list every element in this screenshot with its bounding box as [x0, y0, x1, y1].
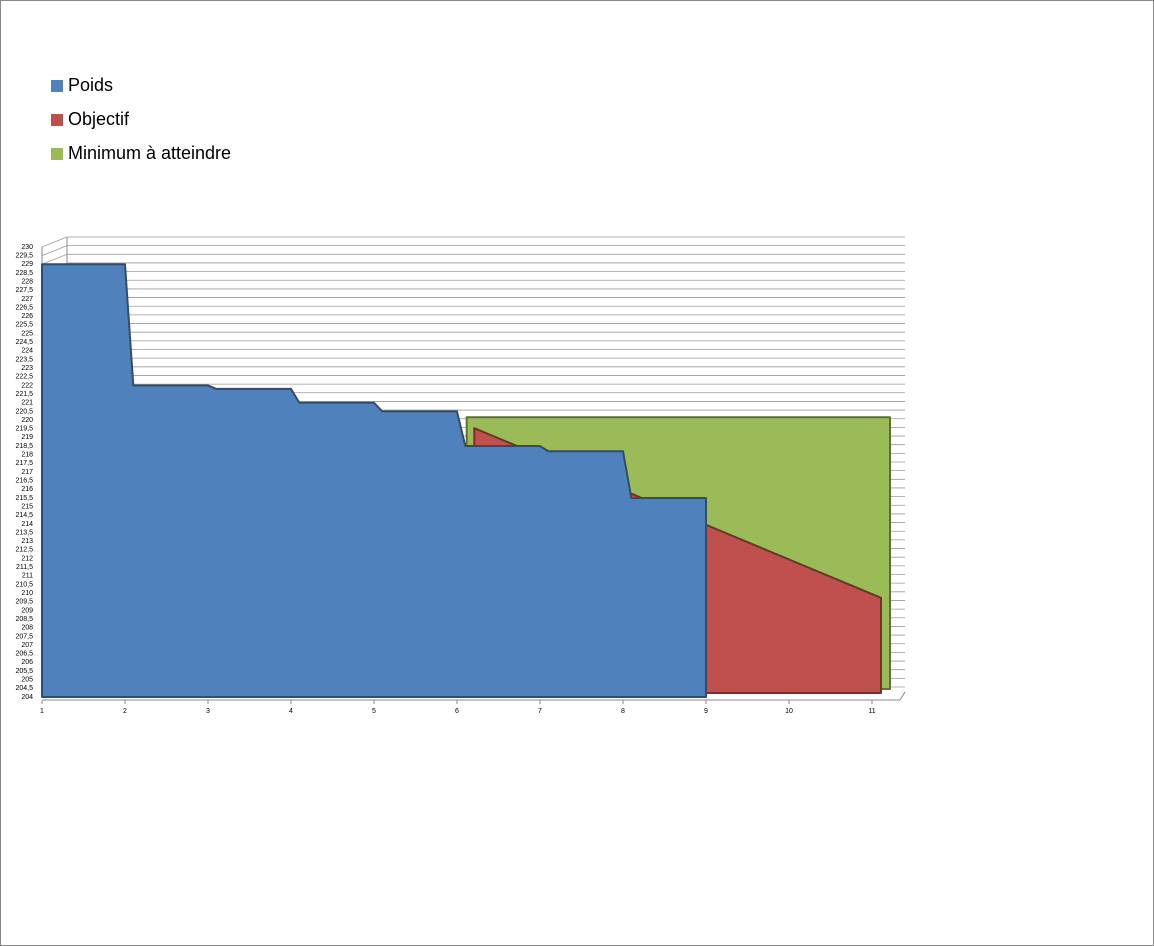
legend-swatch: [51, 114, 63, 126]
grid-line-side: [41, 236, 68, 248]
y-tick-label: 210: [21, 590, 33, 597]
y-tick-label: 215,5: [15, 495, 33, 502]
x-tick-label: 7: [538, 708, 542, 715]
y-tick-label: 212: [21, 555, 33, 562]
x-tick-label: 2: [123, 708, 127, 715]
y-tick-label: 216,5: [15, 477, 33, 484]
x-tick-label: 8: [621, 708, 625, 715]
x-tick-label: 1: [40, 708, 44, 715]
y-tick-label: 207: [21, 642, 33, 649]
y-tick-label: 219,5: [15, 426, 33, 433]
x-tick-label: 5: [372, 708, 376, 715]
legend-label: Minimum à atteindre: [68, 143, 231, 163]
grid-line-side: [41, 245, 68, 257]
y-tick-label: 222,5: [15, 374, 33, 381]
y-tick-label: 205: [21, 677, 33, 684]
y-tick-label: 225,5: [15, 322, 33, 329]
x-tick-label: 9: [704, 708, 708, 715]
y-tick-label: 217: [21, 469, 33, 476]
y-tick-label: 214,5: [15, 512, 33, 519]
y-tick-label: 218,5: [15, 443, 33, 450]
y-tick-label: 209: [21, 607, 33, 614]
y-tick-label: 208: [21, 625, 33, 632]
y-tick-label: 210,5: [15, 581, 33, 588]
x-tick-label: 6: [455, 708, 459, 715]
area: [41, 263, 707, 698]
y-tick-label: 222: [21, 382, 33, 389]
y-tick-label: 227,5: [15, 287, 33, 294]
y-tick-label: 218: [21, 452, 33, 459]
y-tick-label: 227: [21, 296, 33, 303]
legend-label: Objectif: [68, 109, 130, 129]
y-tick-label: 224,5: [15, 339, 33, 346]
y-tick-label: 226: [21, 313, 33, 320]
legend-swatch: [51, 80, 63, 92]
y-tick-label: 225: [21, 330, 33, 337]
y-tick-label: 207,5: [15, 633, 33, 640]
y-tick-label: 205,5: [15, 668, 33, 675]
y-tick-label: 204,5: [15, 685, 33, 692]
x-tick-label: 4: [289, 708, 293, 715]
y-tick-label: 211,5: [16, 564, 33, 571]
y-tick-label: 228: [21, 278, 33, 285]
y-tick-label: 229: [21, 261, 33, 268]
y-tick-label: 219: [21, 434, 33, 441]
y-tick-label: 212,5: [15, 547, 33, 554]
y-tick-label: 214: [21, 521, 33, 528]
y-tick-label: 209,5: [15, 599, 33, 606]
y-tick-label: 230: [21, 244, 33, 251]
y-tick-label: 226,5: [15, 304, 33, 311]
y-tick-label: 213,5: [15, 529, 33, 536]
y-tick-label: 220,5: [15, 408, 33, 415]
y-tick-label: 224: [21, 348, 33, 355]
legend-label: Poids: [68, 75, 113, 95]
y-tick-label: 221: [21, 400, 33, 407]
legend-swatch: [51, 148, 63, 160]
y-tick-label: 206: [21, 659, 33, 666]
y-tick-label: 223: [21, 365, 33, 372]
x-tick-label: 3: [206, 708, 210, 715]
x-tick-label: 10: [785, 708, 793, 715]
y-tick-label: 216: [21, 486, 33, 493]
y-tick-label: 211: [22, 573, 33, 580]
y-tick-label: 206,5: [15, 651, 33, 658]
y-tick-label: 213: [21, 538, 33, 545]
y-tick-label: 215: [21, 503, 33, 510]
grid-line-side: [41, 253, 68, 265]
y-tick-label: 208,5: [15, 616, 33, 623]
y-tick-label: 228,5: [15, 270, 33, 277]
y-tick-label: 204: [21, 694, 33, 701]
y-tick-label: 217,5: [15, 460, 33, 467]
y-tick-label: 223,5: [15, 356, 33, 363]
y-tick-label: 229,5: [15, 252, 33, 259]
y-tick-label: 220: [21, 417, 33, 424]
x-tick-label: 11: [868, 708, 875, 715]
y-tick-label: 221,5: [15, 391, 33, 398]
floor-edge: [899, 691, 906, 701]
